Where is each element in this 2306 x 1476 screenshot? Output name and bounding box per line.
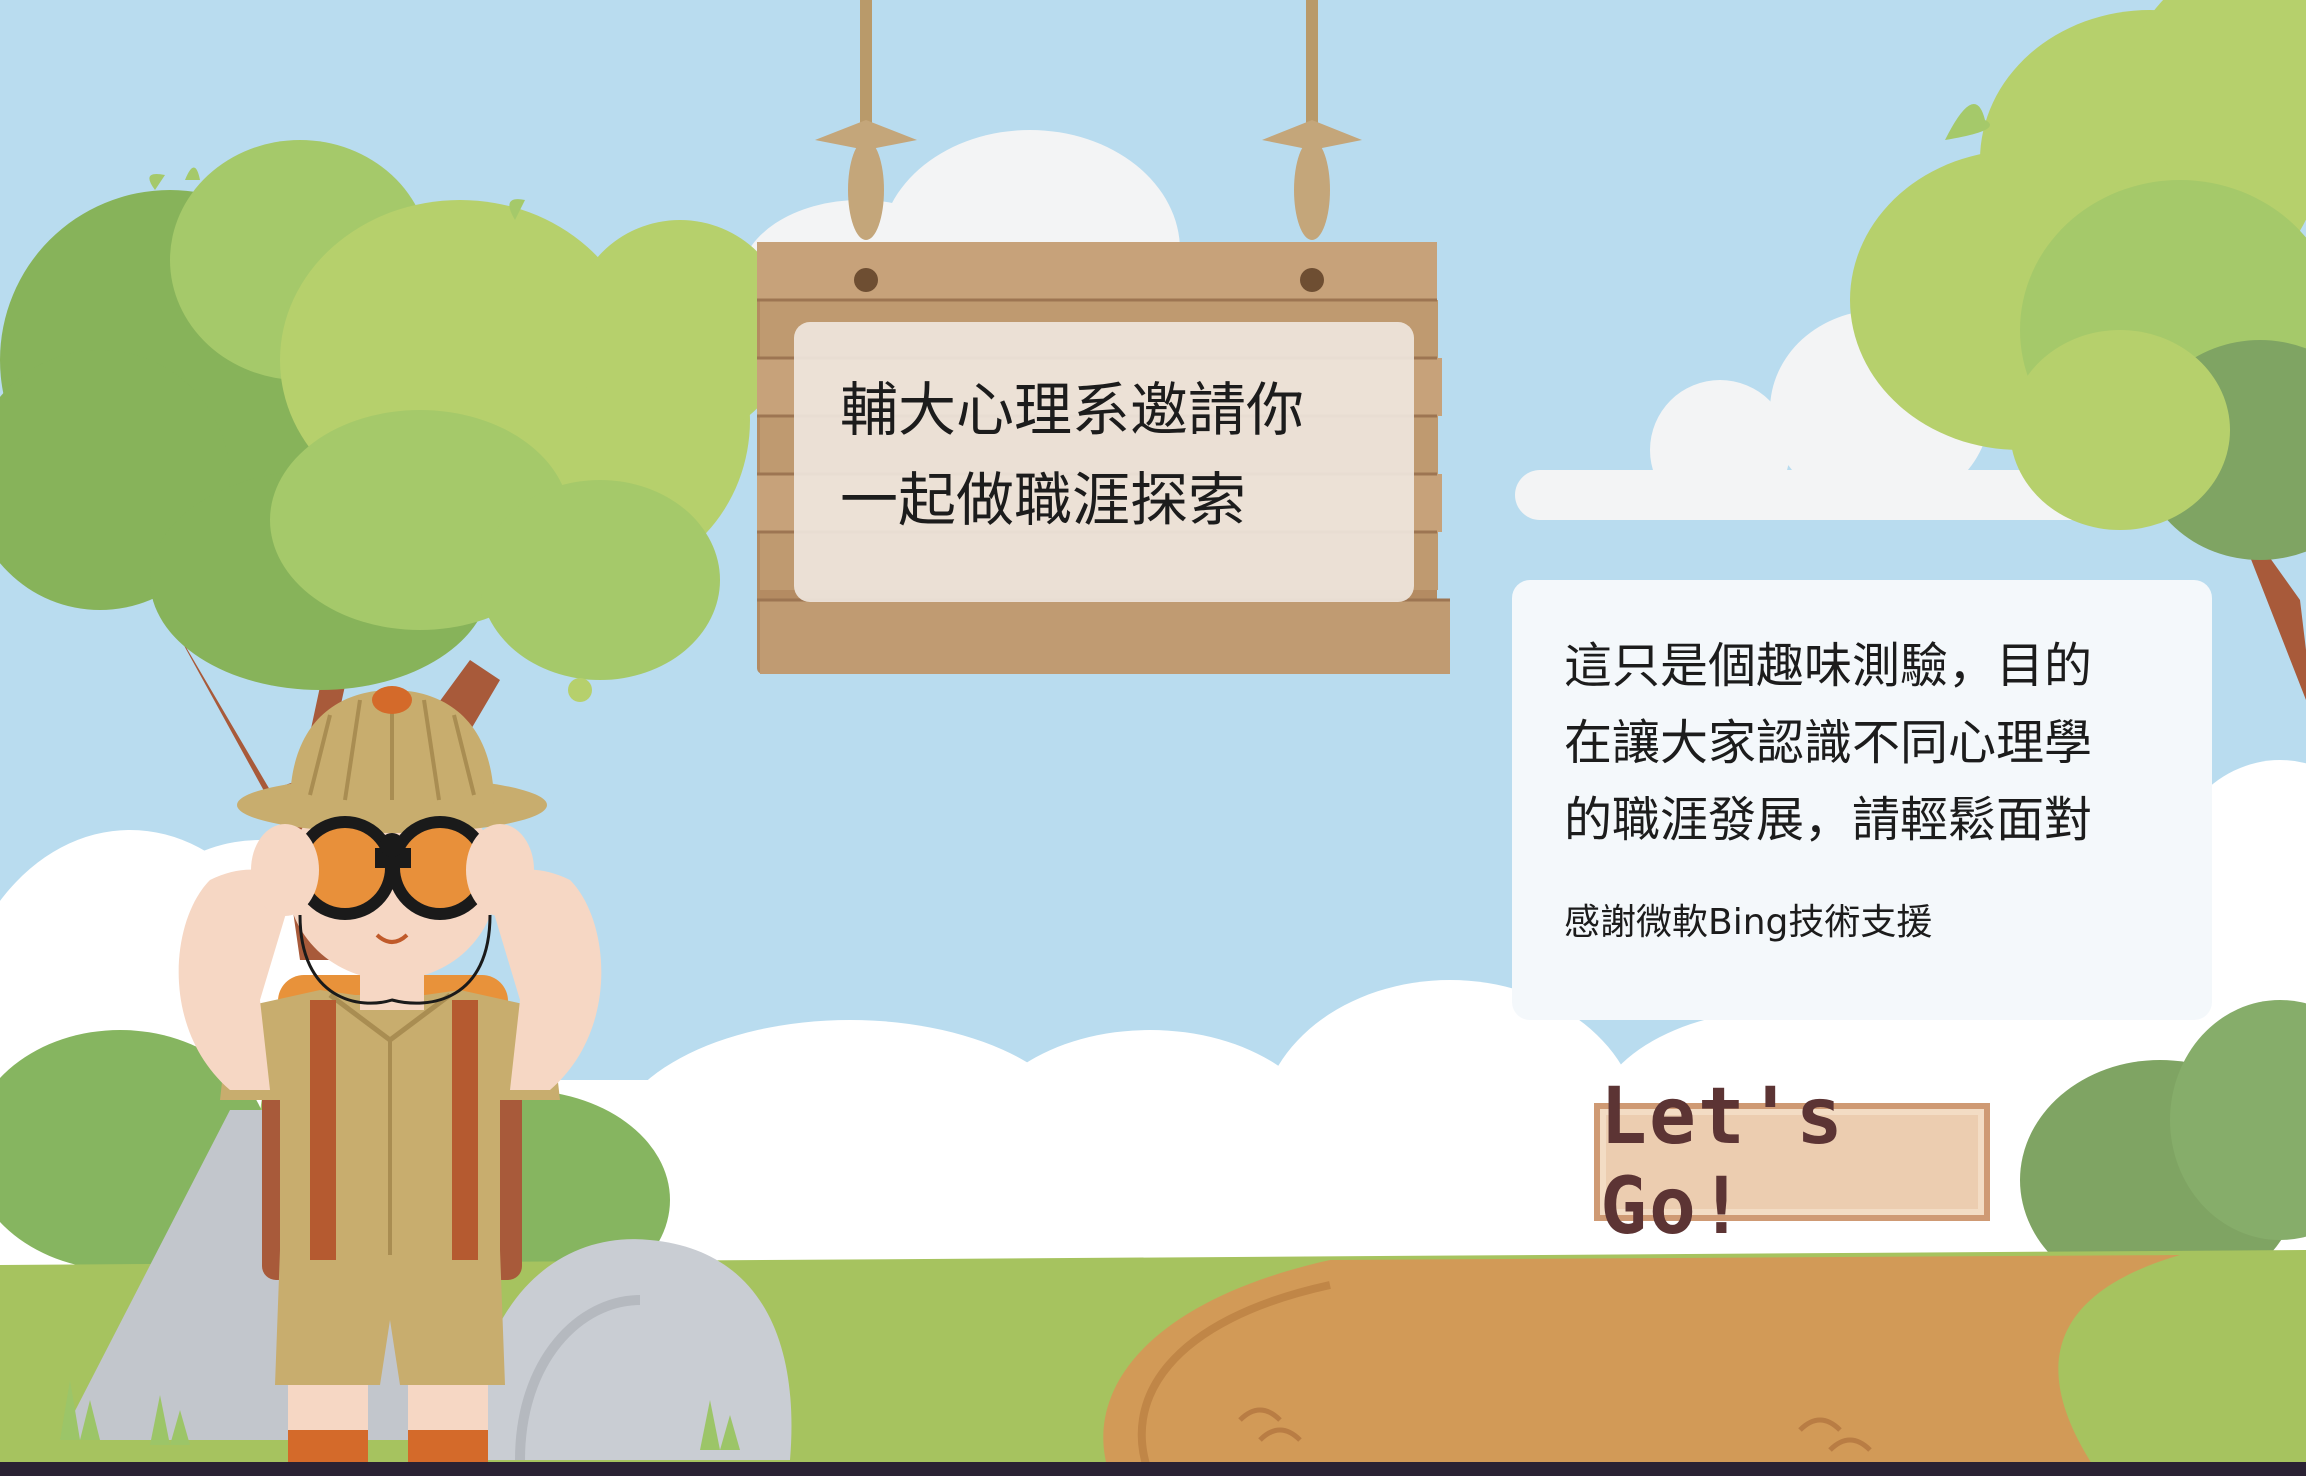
tree-left — [0, 140, 790, 960]
sign-text: 輔大心理系邀請你 一起做職涯探索 — [840, 365, 1380, 545]
info-line-3: 的職涯發展，請輕鬆面對 — [1564, 792, 2093, 848]
info-line-2: 在讓大家認識不同心理學 — [1564, 715, 2093, 771]
lets-go-label: Let's Go! — [1600, 1072, 1845, 1252]
tree-right — [1850, 0, 2306, 700]
grass-tufts — [60, 1380, 740, 1450]
wooden-sign — [757, 242, 1450, 674]
lets-go-button[interactable]: Let's Go! — [1594, 1072, 1990, 1252]
info-text: 這只是個趣味測驗，目的 在讓大家認識不同心理學 的職涯發展，請輕鬆面對 — [1564, 628, 2162, 859]
credit-text: 感謝微軟Bing技術支援 — [1564, 902, 1933, 943]
info-line-1: 這只是個趣味測驗，目的 — [1564, 638, 2093, 694]
rope-knots — [815, 120, 1362, 240]
sign-line-2: 一起做職涯探索 — [840, 466, 1247, 534]
info-panel: 這只是個趣味測驗，目的 在讓大家認識不同心理學 的職涯發展，請輕鬆面對 感謝微軟… — [1512, 580, 2212, 1020]
explorer-character — [178, 686, 602, 1476]
sign-line-1: 輔大心理系邀請你 — [840, 376, 1305, 444]
bush-right — [2020, 1000, 2306, 1300]
